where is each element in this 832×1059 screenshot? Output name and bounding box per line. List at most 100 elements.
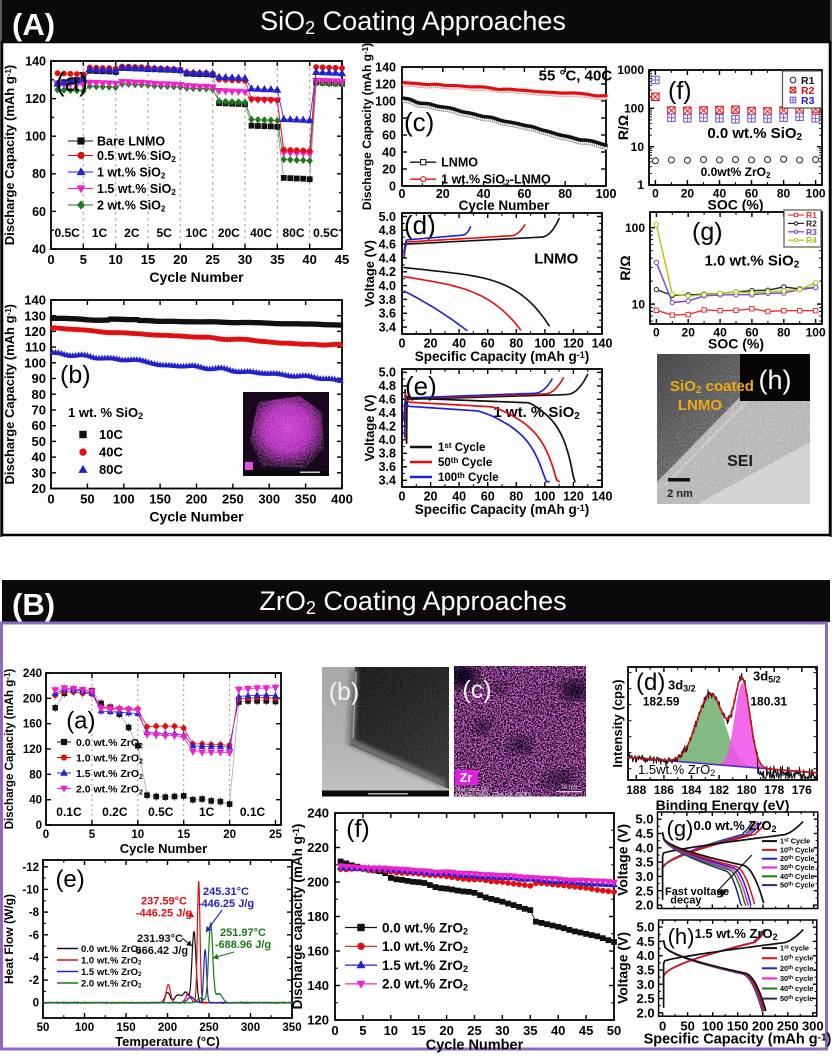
svg-text:200: 200 bbox=[158, 1022, 177, 1034]
svg-text:10: 10 bbox=[384, 1023, 398, 1038]
svg-text:0: 0 bbox=[652, 187, 659, 201]
svg-text:100: 100 bbox=[25, 130, 46, 144]
svg-text:4.6: 4.6 bbox=[379, 393, 396, 407]
svg-text:80: 80 bbox=[29, 769, 42, 781]
svg-text:140: 140 bbox=[375, 60, 396, 74]
svg-text:1C: 1C bbox=[199, 805, 215, 819]
svg-text:0.2C: 0.2C bbox=[102, 805, 128, 819]
svg-text:R2: R2 bbox=[806, 218, 817, 228]
svg-text:1.5 wt.% ZrO2: 1.5 wt.% ZrO2 bbox=[695, 926, 778, 942]
svg-text:245.31°C: 245.31°C bbox=[203, 886, 249, 898]
svg-text:100: 100 bbox=[596, 187, 617, 201]
svg-text:251.97°C: 251.97°C bbox=[220, 927, 266, 939]
svg-text:40: 40 bbox=[713, 326, 727, 340]
svg-text:10th cycle: 10th cycle bbox=[780, 954, 813, 963]
svg-text:80: 80 bbox=[32, 387, 46, 402]
svg-text:1.5 wt.% SiO2: 1.5 wt.% SiO2 bbox=[97, 182, 176, 197]
svg-text:60: 60 bbox=[382, 128, 396, 142]
svg-text:25: 25 bbox=[269, 829, 282, 841]
svg-text:SiO2 coated: SiO2 coated bbox=[670, 378, 754, 396]
svg-text:(d): (d) bbox=[636, 669, 665, 696]
svg-text:Cycle Number: Cycle Number bbox=[120, 841, 207, 856]
svg-text:15: 15 bbox=[177, 829, 190, 841]
svg-text:30: 30 bbox=[238, 252, 252, 267]
svg-text:120: 120 bbox=[307, 1013, 329, 1028]
svg-text:20: 20 bbox=[439, 1023, 453, 1038]
svg-text:Discharge Capacity (mAh g-1): Discharge Capacity (mAh g-1) bbox=[3, 669, 16, 830]
svg-text:2.0 wt.% ZrO2: 2.0 wt.% ZrO2 bbox=[76, 784, 143, 797]
svg-text:0.1C: 0.1C bbox=[240, 805, 266, 819]
svg-text:0.5C: 0.5C bbox=[54, 226, 80, 240]
svg-text:60: 60 bbox=[745, 326, 759, 340]
svg-text:5C: 5C bbox=[156, 226, 172, 240]
svg-text:240: 240 bbox=[23, 668, 42, 680]
svg-text:120: 120 bbox=[25, 92, 46, 106]
svg-text:50th Cycle: 50th Cycle bbox=[780, 881, 815, 890]
svg-text:15: 15 bbox=[141, 252, 155, 267]
svg-text:10: 10 bbox=[131, 829, 144, 841]
svg-text:2C: 2C bbox=[124, 226, 140, 240]
svg-text:Specific Capacity (mAh g-1): Specific Capacity (mAh g-1) bbox=[415, 502, 590, 517]
svg-text:20: 20 bbox=[223, 829, 236, 841]
svg-text:(B): (B) bbox=[12, 587, 55, 622]
svg-text:Discharge Capacity (mAh g-1): Discharge Capacity (mAh g-1) bbox=[360, 43, 374, 210]
svg-text:4.2: 4.2 bbox=[379, 265, 396, 279]
svg-text:0: 0 bbox=[399, 187, 406, 201]
svg-text:-12: -12 bbox=[22, 862, 39, 874]
svg-text:Zr: Zr bbox=[460, 771, 473, 785]
svg-text:Cycle Number: Cycle Number bbox=[426, 1038, 524, 1054]
svg-text:Voltage (V): Voltage (V) bbox=[362, 395, 377, 462]
svg-text:80: 80 bbox=[777, 187, 791, 201]
svg-text:Cycle Number: Cycle Number bbox=[149, 509, 244, 525]
svg-text:150: 150 bbox=[149, 492, 171, 507]
svg-text:100: 100 bbox=[624, 102, 644, 116]
svg-text:40th Cycle: 40th Cycle bbox=[780, 872, 815, 881]
svg-text:4.4: 4.4 bbox=[379, 251, 396, 265]
svg-text:250: 250 bbox=[777, 1019, 799, 1034]
svg-text:55 °C, 40C: 55 °C, 40C bbox=[539, 68, 613, 85]
svg-text:Intensity (cps): Intensity (cps) bbox=[610, 679, 625, 767]
svg-text:100: 100 bbox=[625, 221, 645, 235]
svg-text:188: 188 bbox=[626, 783, 646, 797]
svg-text:4.8: 4.8 bbox=[379, 379, 396, 393]
svg-text:0.0wt% ZrO2: 0.0wt% ZrO2 bbox=[701, 165, 771, 180]
svg-text:1 wt. % SiO2: 1 wt. % SiO2 bbox=[68, 405, 143, 421]
svg-text:0: 0 bbox=[389, 179, 396, 193]
svg-text:10th Cycle: 10th Cycle bbox=[780, 845, 815, 854]
svg-text:20: 20 bbox=[682, 326, 696, 340]
svg-text:200: 200 bbox=[186, 492, 208, 507]
svg-text:-8: -8 bbox=[29, 907, 40, 919]
svg-text:50: 50 bbox=[607, 1023, 621, 1038]
svg-text:40th cycle: 40th cycle bbox=[780, 984, 813, 993]
svg-text:60: 60 bbox=[481, 337, 495, 351]
svg-text:140: 140 bbox=[307, 978, 329, 993]
svg-text:0.0 wt.% ZrO2: 0.0 wt.% ZrO2 bbox=[76, 737, 143, 750]
svg-text:120: 120 bbox=[24, 324, 46, 339]
svg-text:100: 100 bbox=[534, 337, 555, 351]
svg-text:4.0: 4.0 bbox=[635, 840, 653, 855]
svg-text:176: 176 bbox=[792, 783, 812, 797]
svg-text:250: 250 bbox=[222, 492, 244, 507]
svg-text:Cycle Number: Cycle Number bbox=[459, 198, 551, 213]
svg-text:2.5: 2.5 bbox=[635, 883, 653, 898]
svg-text:(c): (c) bbox=[404, 107, 434, 137]
svg-text:0.0 wt.% SiO2: 0.0 wt.% SiO2 bbox=[707, 125, 802, 143]
svg-text:Voltage (V): Voltage (V) bbox=[615, 824, 631, 896]
svg-text:184: 184 bbox=[681, 783, 701, 797]
svg-text:100: 100 bbox=[806, 187, 826, 201]
svg-text:Specific Capacity (mAh g-1): Specific Capacity (mAh g-1) bbox=[644, 1032, 832, 1048]
svg-text:R1: R1 bbox=[806, 210, 817, 220]
svg-text:20th Cycle: 20th Cycle bbox=[780, 854, 815, 863]
svg-text:10C: 10C bbox=[99, 427, 123, 442]
svg-text:Cycle Number: Cycle Number bbox=[149, 269, 244, 285]
svg-text:0: 0 bbox=[659, 1019, 666, 1034]
svg-text:40: 40 bbox=[452, 490, 466, 504]
svg-text:(a): (a) bbox=[66, 708, 95, 735]
svg-text:20: 20 bbox=[436, 187, 450, 201]
svg-text:20th cycle: 20th cycle bbox=[780, 964, 813, 973]
svg-text:350: 350 bbox=[295, 492, 317, 507]
svg-text:Discharge Capacity (mAh g-1): Discharge Capacity (mAh g-1) bbox=[2, 65, 17, 246]
svg-text:5.0: 5.0 bbox=[379, 210, 396, 224]
svg-text:R/Ω: R/Ω bbox=[615, 115, 631, 140]
svg-text:Voltage (V): Voltage (V) bbox=[615, 932, 631, 1004]
